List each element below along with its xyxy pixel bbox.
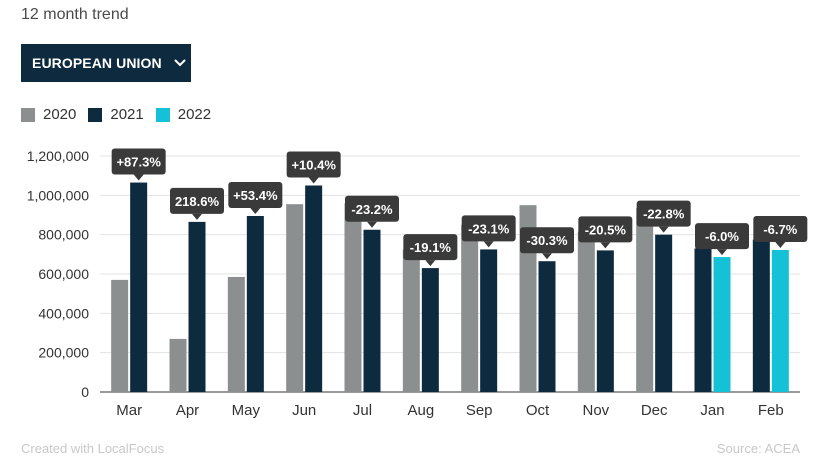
change-label-pointer xyxy=(250,207,261,214)
legend-item-2022: 2022 xyxy=(155,106,212,123)
bar-2020-May xyxy=(227,276,245,392)
bar-2021-Mar xyxy=(130,182,148,392)
region-dropdown[interactable]: EUROPEAN UNION xyxy=(21,44,191,82)
change-label-pointer xyxy=(308,177,319,184)
y-tick-label: 800,000 xyxy=(38,227,89,243)
change-label-pointer xyxy=(658,226,669,233)
change-label-pointer xyxy=(425,260,436,267)
legend-swatch-2022 xyxy=(155,107,170,122)
bar-2020-Aug xyxy=(402,249,420,392)
x-tick-label: Dec xyxy=(641,402,668,419)
bar-2021-Apr xyxy=(188,221,206,392)
legend-label-2022: 2022 xyxy=(177,106,212,123)
change-label-box xyxy=(636,200,691,227)
bar-2021-Jul xyxy=(363,229,381,392)
change-label-pointer xyxy=(600,242,611,249)
bar-2020-Dec xyxy=(636,208,654,392)
change-label-box xyxy=(228,181,283,208)
y-tick-label: 0 xyxy=(81,384,89,400)
legend-item-2021: 2021 xyxy=(88,106,144,123)
y-tick-label: 200,000 xyxy=(38,345,89,361)
change-label-pointer xyxy=(192,213,202,220)
bar-2021-Jun xyxy=(305,185,323,392)
change-label: -22.8% xyxy=(643,207,685,222)
change-label-pointer xyxy=(775,242,786,249)
y-tick-label: 600,000 xyxy=(38,266,89,282)
x-tick-label: Aug xyxy=(407,402,434,419)
change-label-pointer xyxy=(483,241,494,248)
bar-2022-Jan xyxy=(713,257,731,392)
change-label: +53.4% xyxy=(233,188,278,203)
legend-swatch-2020 xyxy=(21,107,35,122)
bar-2021-May xyxy=(246,215,264,392)
change-label: 218.6% xyxy=(175,194,220,209)
y-tick-label: 400,000 xyxy=(38,305,89,321)
legend-swatch-2021 xyxy=(88,107,103,122)
change-label: -20.5% xyxy=(585,222,627,237)
change-label: -30.3% xyxy=(526,233,568,248)
region-dropdown-label: EUROPEAN UNION xyxy=(32,55,162,71)
change-label-box xyxy=(578,216,633,243)
change-label-pointer xyxy=(717,249,727,256)
bar-2020-Apr xyxy=(169,338,187,392)
x-tick-label: Jun xyxy=(292,402,316,419)
footer-source: Source: ACEA xyxy=(716,441,800,456)
y-tick-label: 1,200,000 xyxy=(27,148,89,164)
change-label-box xyxy=(111,148,166,175)
change-label: -23.2% xyxy=(351,202,393,217)
change-label-box xyxy=(695,223,749,250)
change-label-pointer xyxy=(367,221,377,228)
change-label-box xyxy=(345,195,399,222)
change-label: -23.1% xyxy=(468,221,510,236)
change-label-box xyxy=(753,216,808,243)
x-tick-label: Oct xyxy=(526,402,550,419)
change-label-box xyxy=(403,234,458,261)
bar-2020-Nov xyxy=(577,231,595,392)
change-label-pointer xyxy=(542,253,552,260)
bar-2021-Aug xyxy=(421,268,439,392)
bar-2021-Oct xyxy=(538,261,556,392)
x-tick-label: Jul xyxy=(353,402,372,419)
chevron-down-icon xyxy=(174,59,186,67)
change-label: -6.7% xyxy=(763,222,797,237)
bar-2021-Sep xyxy=(480,249,498,392)
bar-2020-Jun xyxy=(286,204,304,392)
x-tick-label: Sep xyxy=(466,402,493,419)
legend-label-2021: 2021 xyxy=(110,106,144,123)
change-label: +10.4% xyxy=(291,158,336,173)
x-tick-label: Jan xyxy=(700,402,724,419)
footer-credit: Created with LocalFocus xyxy=(21,441,165,456)
bar-2021-Nov xyxy=(596,250,614,392)
change-label: -6.0% xyxy=(705,229,739,244)
x-tick-label: May xyxy=(232,402,261,419)
bar-2020-Mar xyxy=(111,279,129,392)
x-tick-label: Apr xyxy=(176,402,199,419)
bar-2022-Feb xyxy=(771,250,789,392)
chart-legend: 2020 2021 2022 xyxy=(21,106,211,123)
change-label-box xyxy=(170,187,224,214)
bar-2020-Sep xyxy=(461,224,479,392)
bar-2021-Feb xyxy=(752,239,770,392)
x-tick-label: Mar xyxy=(116,402,142,419)
change-label: +87.3% xyxy=(116,155,161,170)
bar-2020-Jul xyxy=(344,203,362,392)
change-label-box xyxy=(286,151,341,178)
x-tick-label: Feb xyxy=(758,402,784,419)
x-tick-label: Nov xyxy=(582,402,609,419)
legend-item-2020: 2020 xyxy=(21,106,76,123)
legend-label-2020: 2020 xyxy=(43,106,77,123)
chart-subtitle: 12 month trend xyxy=(21,6,129,23)
change-label-box xyxy=(520,227,574,254)
change-label-box xyxy=(461,215,516,242)
bar-2021-Dec xyxy=(655,234,673,392)
bar-2021-Jan xyxy=(694,248,712,392)
y-tick-label: 1,000,000 xyxy=(27,187,89,203)
change-label: -19.1% xyxy=(410,240,452,255)
change-label-pointer xyxy=(133,174,144,181)
